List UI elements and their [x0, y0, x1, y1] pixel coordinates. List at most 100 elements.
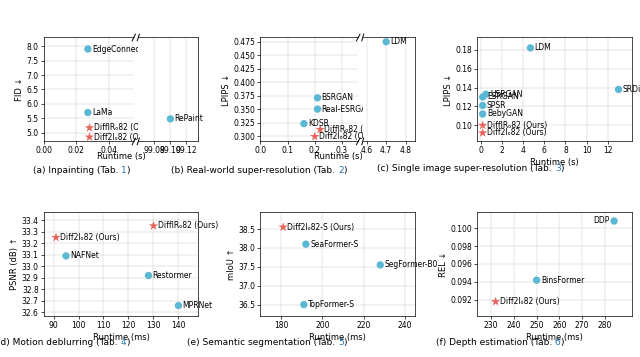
Point — [51, 235, 61, 240]
Text: DiffIRₒ82 (Ours): DiffIRₒ82 (Ours) — [157, 221, 218, 230]
Y-axis label: PSNR (dB) ↑: PSNR (dB) ↑ — [10, 238, 19, 290]
Text: 1: 1 — [121, 166, 127, 175]
Text: (e) Semantic segmentation (Tab.: (e) Semantic segmentation (Tab. — [187, 338, 338, 347]
Text: (c) Single image super-resolution (Tab.: (c) Single image super-resolution (Tab. — [378, 164, 555, 172]
Y-axis label: LPIPS ↓: LPIPS ↓ — [222, 73, 231, 106]
Point — [375, 262, 385, 268]
Text: 2: 2 — [0, 350, 6, 357]
Text: (b) Real-world super-resolution (Tab.: (b) Real-world super-resolution (Tab. — [171, 166, 338, 175]
X-axis label: Runtime (ms): Runtime (ms) — [527, 333, 583, 342]
Text: (d) Motion deblurring (Tab.: (d) Motion deblurring (Tab. — [0, 338, 121, 347]
Text: 4: 4 — [0, 350, 6, 357]
Point — [165, 116, 175, 122]
Point — [477, 103, 488, 109]
Point — [299, 302, 309, 307]
Text: (c) Single image super-resolution (Tab. 3): (c) Single image super-resolution (Tab. … — [461, 164, 640, 172]
Point — [278, 224, 288, 230]
Text: 3: 3 — [555, 164, 561, 172]
Text: LaMa: LaMa — [92, 108, 113, 117]
Point — [490, 299, 500, 305]
Point — [173, 303, 184, 308]
Text: BSRGAN: BSRGAN — [322, 93, 354, 102]
Text: NAFNet: NAFNet — [70, 251, 99, 260]
Text: ): ) — [127, 338, 130, 347]
Y-axis label: REL ↓: REL ↓ — [439, 251, 448, 277]
Text: TopFormer-S: TopFormer-S — [308, 300, 355, 309]
Text: ): ) — [561, 338, 564, 347]
Text: LDM: LDM — [534, 43, 551, 52]
Point — [84, 125, 95, 131]
Text: 3: 3 — [0, 350, 6, 357]
Text: USRGAN: USRGAN — [490, 90, 522, 99]
Text: DDP: DDP — [593, 216, 610, 226]
Point — [609, 218, 620, 224]
Text: (f) Depth estimation (Tab. 6): (f) Depth estimation (Tab. 6) — [491, 338, 619, 347]
Point — [477, 122, 488, 128]
Point — [531, 277, 541, 283]
Text: SeaFormer-S: SeaFormer-S — [310, 240, 358, 249]
Text: 5: 5 — [0, 350, 6, 357]
Point — [148, 223, 159, 229]
Text: BinsFormer: BinsFormer — [541, 276, 584, 285]
Text: (a) Inpainting (Tab.: (a) Inpainting (Tab. — [33, 166, 121, 175]
Text: Diff2Iₒ82 (Ours): Diff2Iₒ82 (Ours) — [487, 129, 547, 137]
X-axis label: Runtime (s): Runtime (s) — [531, 158, 579, 167]
Text: 5: 5 — [338, 338, 344, 347]
Text: Runtime (s): Runtime (s) — [314, 152, 362, 161]
Text: Diff2Iₒ82 (Ours): Diff2Iₒ82 (Ours) — [500, 297, 559, 306]
X-axis label: Runtime (ms): Runtime (ms) — [310, 333, 366, 342]
Point — [83, 110, 93, 115]
Text: ): ) — [344, 166, 347, 175]
Point — [613, 87, 623, 92]
Y-axis label: mIoU ↑: mIoU ↑ — [227, 248, 236, 280]
Text: 2: 2 — [338, 166, 344, 175]
Text: 1: 1 — [0, 350, 6, 357]
Point — [301, 241, 311, 247]
X-axis label: Runtime (ms): Runtime (ms) — [93, 333, 149, 342]
Text: (f) Depth estimation (Tab.: (f) Depth estimation (Tab. — [436, 338, 555, 347]
Text: ): ) — [344, 338, 347, 347]
Point — [312, 106, 323, 112]
Point — [83, 46, 93, 52]
Point — [381, 39, 391, 45]
Text: (b) Real-world super-resolution (Tab. 2): (b) Real-world super-resolution (Tab. 2) — [250, 166, 426, 175]
Point — [143, 273, 154, 278]
Point — [312, 95, 323, 101]
Text: DiffIRₒ82 (Ours): DiffIRₒ82 (Ours) — [487, 121, 547, 130]
Y-axis label: LPIPS ↓: LPIPS ↓ — [444, 73, 453, 106]
Point — [477, 94, 488, 100]
Point — [84, 134, 95, 140]
Text: Runtime (s): Runtime (s) — [97, 152, 145, 161]
Text: Diff2Iₒ82-S (Ours): Diff2Iₒ82-S (Ours) — [287, 223, 355, 232]
Text: SPSR: SPSR — [487, 101, 506, 110]
Text: ESRGAN: ESRGAN — [487, 92, 518, 101]
Text: EdgeConnect: EdgeConnect — [92, 45, 143, 54]
Y-axis label: FID ↓: FID ↓ — [15, 78, 24, 101]
Point — [61, 253, 71, 259]
Text: ): ) — [127, 166, 131, 175]
Text: Real-ESRGAN: Real-ESRGAN — [322, 105, 372, 114]
Text: Diff2Iₒ82 (Ours): Diff2Iₒ82 (Ours) — [60, 233, 120, 242]
Text: MPRNet: MPRNet — [182, 301, 212, 310]
Point — [310, 134, 320, 139]
Text: (e) Semantic segmentation (Tab. 5): (e) Semantic segmentation (Tab. 5) — [258, 338, 418, 347]
Point — [525, 45, 536, 51]
Text: (d) Motion deblurring (Tab. 4): (d) Motion deblurring (Tab. 4) — [54, 338, 188, 347]
Point — [481, 91, 491, 97]
Text: 4: 4 — [121, 338, 127, 347]
Point — [477, 111, 488, 117]
Text: KDSR: KDSR — [308, 119, 329, 128]
Text: SRDiff: SRDiff — [623, 85, 640, 94]
Text: (a) Inpainting (Tab. 1): (a) Inpainting (Tab. 1) — [72, 166, 170, 175]
Text: DiffIRₒ82 (Ours): DiffIRₒ82 (Ours) — [93, 123, 154, 132]
Text: BebyGAN: BebyGAN — [487, 110, 523, 119]
Text: Restormer: Restormer — [153, 271, 193, 280]
Text: 6: 6 — [555, 338, 561, 347]
Text: DiffIRₒ82 (Ours): DiffIRₒ82 (Ours) — [324, 125, 385, 134]
Text: Diff2Iₒ82 (Ours): Diff2Iₒ82 (Ours) — [319, 132, 379, 141]
Point — [315, 127, 325, 132]
Text: 6: 6 — [0, 350, 6, 357]
Text: SegFormer-B0: SegFormer-B0 — [385, 261, 438, 270]
Point — [477, 130, 488, 136]
Text: RePaint: RePaint — [175, 114, 204, 124]
